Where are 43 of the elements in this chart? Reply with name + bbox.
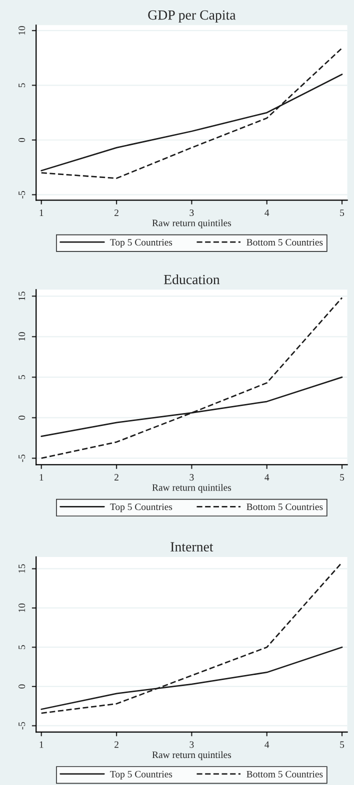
x-tick-label: 4 (264, 210, 270, 216)
y-tick-label: 0 (18, 138, 26, 142)
y-tick-label: 10 (18, 26, 26, 35)
y-tick-label: 0 (18, 416, 26, 420)
x-tick-label: 2 (114, 210, 118, 216)
x-tick-label: 5 (340, 210, 344, 216)
y-tick-label: -5 (18, 722, 26, 730)
y-tick-label: -5 (18, 191, 26, 198)
x-axis-title: Raw return quintiles (152, 751, 232, 760)
chart-title: Internet (170, 542, 214, 552)
x-tick-label: 3 (190, 741, 194, 748)
x-tick-label: 1 (40, 474, 44, 480)
chart-title: Education (164, 274, 220, 284)
x-tick-label: 2 (114, 741, 118, 748)
legend-label: Bottom 5 Countries (246, 770, 323, 778)
legend-label: Top 5 Countries (110, 770, 172, 780)
x-tick-label: 2 (114, 474, 118, 480)
line-series (40, 297, 343, 459)
y-tick-label: 5 (18, 645, 26, 650)
legend-label: Top 5 Countries (110, 504, 172, 512)
y-tick-label: 10 (18, 603, 26, 612)
x-tick-label: 4 (264, 741, 270, 748)
x-tick-label: 3 (190, 474, 194, 481)
y-tick-label: 5 (18, 83, 26, 88)
x-tick-label: 1 (40, 741, 44, 748)
legend-label: Top 5 Countries (110, 239, 172, 248)
y-tick-label: -5 (18, 454, 26, 462)
y-tick-label: 0 (18, 684, 26, 689)
x-axis-title: Raw return quintiles (152, 219, 232, 228)
legend-label: Bottom 5 Countries (246, 504, 323, 510)
x-tick-label: 1 (40, 210, 44, 216)
x-tick-label: 3 (190, 210, 194, 216)
x-tick-label: 5 (340, 741, 344, 748)
y-tick-label: 10 (18, 332, 26, 341)
chart-title: GDP per Capita (148, 10, 236, 23)
line-series (40, 562, 343, 714)
x-tick-label: 5 (340, 474, 344, 481)
x-tick-label: 4 (264, 474, 270, 480)
x-axis-title: Raw return quintiles (152, 484, 232, 493)
y-tick-label: 15 (18, 564, 26, 573)
legend-label: Bottom 5 Countries (246, 239, 323, 246)
y-tick-label: 15 (18, 292, 26, 300)
y-tick-label: 5 (18, 375, 26, 380)
